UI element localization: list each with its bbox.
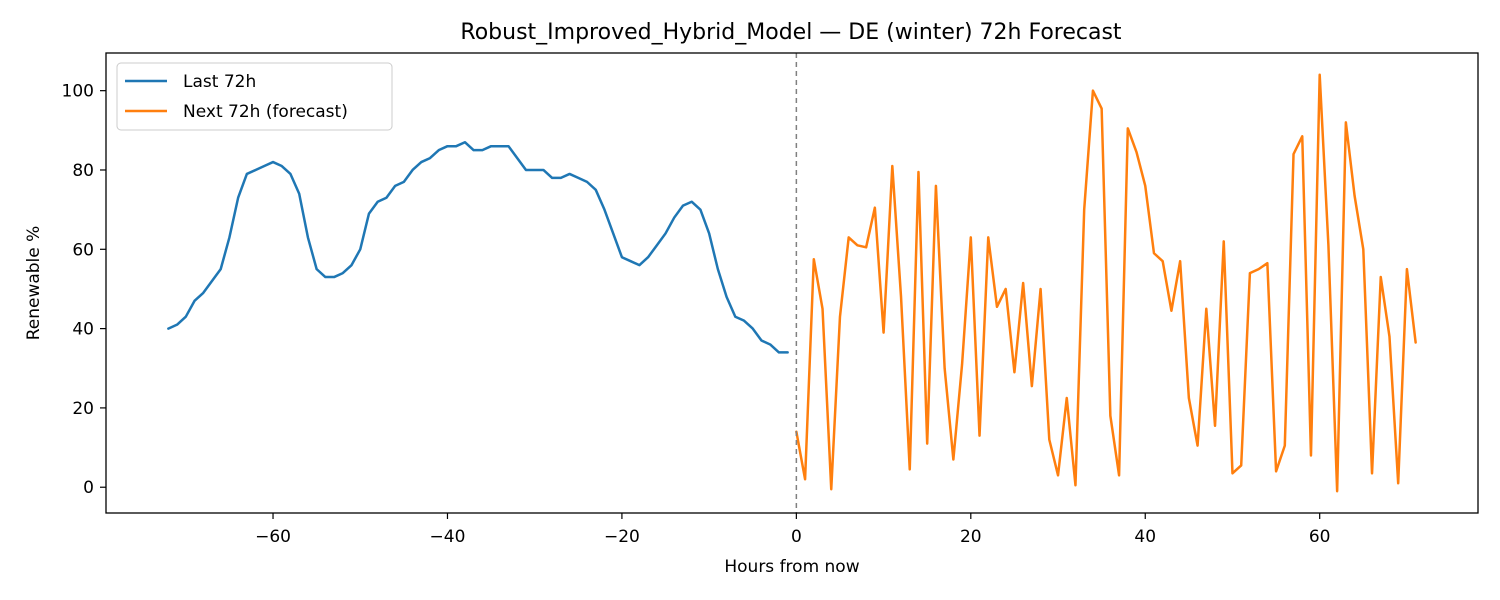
y-tick-label: 20 [72,399,94,419]
legend-label-forecast: Next 72h (forecast) [183,102,348,122]
plot-border [105,52,1479,514]
x-axis-label: Hours from now [724,557,859,577]
x-tick-label: 40 [1134,527,1156,547]
legend-label-last-72h: Last 72h [183,72,256,92]
x-tick-label: 60 [1309,527,1331,547]
x-tick-label: 20 [960,527,982,547]
y-tick-label: 0 [83,478,94,498]
y-axis: 0 20 40 60 80 100 [62,82,106,498]
series-line-last-72h [167,140,789,354]
legend-box [116,62,393,131]
y-tick-label: 80 [72,161,94,181]
x-tick-label: 0 [791,527,802,547]
x-axis: −60 −40 −20 0 20 40 60 [255,513,1331,547]
x-tick-label: −60 [255,527,291,547]
x-tick-label: −40 [430,527,466,547]
legend: Last 72h Next 72h (forecast) [116,62,393,131]
y-axis-label: Renewable % [24,226,44,341]
y-tick-label: 100 [62,82,94,102]
y-tick-label: 60 [72,240,94,260]
y-tick-label: 40 [72,320,94,340]
x-tick-label: −20 [604,527,640,547]
series-layer [167,73,1417,493]
chart-title: Robust_Improved_Hybrid_Model — DE (winte… [460,20,1122,45]
series-line-forecast [795,73,1417,493]
